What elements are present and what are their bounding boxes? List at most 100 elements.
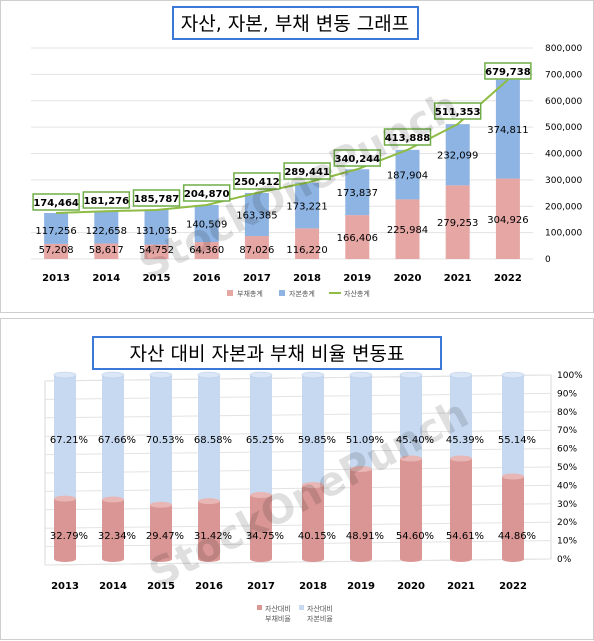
equity-bar-top: [501, 371, 525, 379]
equity-data-label: 67.66%: [98, 435, 136, 446]
assets-callout-box: [82, 191, 131, 209]
asset-chart-title-box: [172, 6, 419, 40]
assets-callout-box: [433, 102, 482, 120]
assets-data-label: 204,870: [184, 189, 230, 200]
debt-data-label: 304,926: [487, 215, 528, 226]
ratio-chart-title: 자산 대비 자본과 부채 비율 변동표: [130, 343, 405, 365]
debt-bar-base: [502, 556, 524, 562]
equity-data-label: 131,035: [136, 226, 177, 237]
debt-data-label: 29.47%: [146, 531, 184, 542]
equity-bar: [102, 375, 124, 500]
debt-bar: [94, 243, 119, 259]
legend-assets-label: 자산총계: [344, 289, 370, 298]
equity-bar: [54, 375, 76, 499]
debt-data-label: 87,026: [239, 245, 274, 256]
debt-bar-top: [150, 501, 172, 508]
assets-data-label: 185,787: [134, 194, 180, 205]
y-tick-label: 20%: [557, 518, 577, 528]
debt-bar-top: [502, 473, 524, 480]
equity-data-label: 67.21%: [50, 435, 88, 446]
y-tick-label: 700,000: [545, 70, 582, 80]
x-tick-label: 2017: [247, 581, 275, 592]
legend-equity-swatch: [279, 290, 285, 296]
debt-data-label: 44.86%: [498, 531, 536, 542]
equity-data-label: 68.58%: [194, 435, 232, 446]
debt-data-label: 54,752: [139, 245, 174, 256]
debt-data-label: 225,984: [387, 225, 428, 236]
assets-data-label: 413,888: [385, 133, 431, 144]
equity-data-label: 232,099: [437, 151, 478, 162]
debt-bar-top: [198, 498, 220, 505]
y-tick-label: 30%: [557, 500, 577, 510]
x-tick-label: 2013: [51, 581, 79, 592]
debt-bar-base: [350, 556, 372, 562]
debt-bar-top: [250, 492, 272, 499]
x-tick-label: 2022: [494, 273, 522, 284]
y-tick-label: 80%: [557, 408, 577, 418]
debt-bar: [150, 504, 172, 559]
equity-data-label: 122,658: [86, 226, 127, 237]
y-tick-label: 100%: [557, 371, 583, 381]
equity-data-label: 65.25%: [246, 435, 284, 446]
assets-callout-box: [283, 162, 331, 180]
debt-bar: [395, 199, 420, 259]
equity-bar: [302, 375, 324, 486]
y-tick-label: 0: [545, 255, 551, 265]
debt-data-label: 34.75%: [246, 531, 284, 542]
equity-bar: [94, 211, 119, 244]
assets-data-label: 340,244: [335, 154, 381, 165]
equity-bar: [194, 204, 219, 243]
legend-debt-label-2: 부채비율: [265, 614, 291, 623]
equity-data-label: 70.53%: [146, 435, 184, 446]
equity-data-label: 173,837: [337, 188, 378, 199]
x-tick-label: 2020: [394, 273, 422, 284]
debt-bar-base: [400, 556, 422, 562]
legend-equity-label-1: 자산대비: [307, 604, 333, 613]
x-tick-label: 2019: [343, 273, 371, 284]
assets-data-label: 250,412: [234, 177, 280, 188]
equity-bar: [295, 182, 320, 229]
debt-bar: [495, 178, 520, 259]
debt-bar: [350, 469, 372, 559]
equity-data-label: 163,385: [236, 211, 277, 222]
x-tick-label: 2017: [243, 273, 271, 284]
debt-bar-top: [400, 455, 422, 462]
debt-bar: [44, 243, 69, 259]
legend-debt-label: 부채총계: [237, 289, 263, 298]
equity-bar: [445, 124, 470, 186]
assets-data-label: 174,464: [33, 198, 79, 209]
legend-debt-swatch: [227, 290, 233, 296]
equity-bar: [395, 149, 420, 200]
equity-bar: [150, 375, 172, 505]
debt-bar: [144, 244, 169, 259]
debt-data-label: 279,253: [437, 218, 478, 229]
equity-bar: [345, 169, 370, 216]
legend-equity-label: 자본총계: [289, 289, 315, 298]
assets-callout-box: [333, 149, 382, 167]
debt-data-label: 64,360: [189, 245, 224, 256]
debt-bar-base: [450, 556, 472, 562]
ratio-chart-svg: 자산 대비 자본과 부채 비율 변동표 0% 10% 20% 30% 40% 50% 60%…: [44, 336, 583, 623]
x-tick-label: 2014: [92, 273, 120, 284]
x-tick-label: 2016: [193, 273, 221, 284]
legend-equity-label-2: 자본비율: [307, 614, 333, 623]
equity-bar: [502, 375, 524, 477]
debt-bar-top: [102, 496, 124, 503]
y-tick-label: 90%: [557, 389, 577, 399]
assets-data-label: 511,353: [435, 107, 481, 118]
debt-bar-base: [198, 556, 220, 562]
x-tick-label: 2018: [299, 581, 327, 592]
assets-callout-box: [484, 62, 532, 80]
debt-bar: [400, 458, 422, 559]
y-tick-label: 800,000: [545, 44, 582, 54]
debt-data-label: 116,220: [286, 245, 327, 256]
debt-bar: [445, 185, 470, 259]
equity-bar: [450, 375, 472, 459]
equity-data-label: 187,904: [387, 171, 428, 182]
x-tick-label: 2021: [447, 581, 475, 592]
y-tick-label: 100,000: [545, 229, 582, 239]
y-tick-label: 50%: [557, 463, 577, 473]
x-tick-label: 2015: [147, 581, 175, 592]
assets-data-label: 679,738: [485, 67, 531, 78]
assets-callout-box: [32, 193, 80, 211]
